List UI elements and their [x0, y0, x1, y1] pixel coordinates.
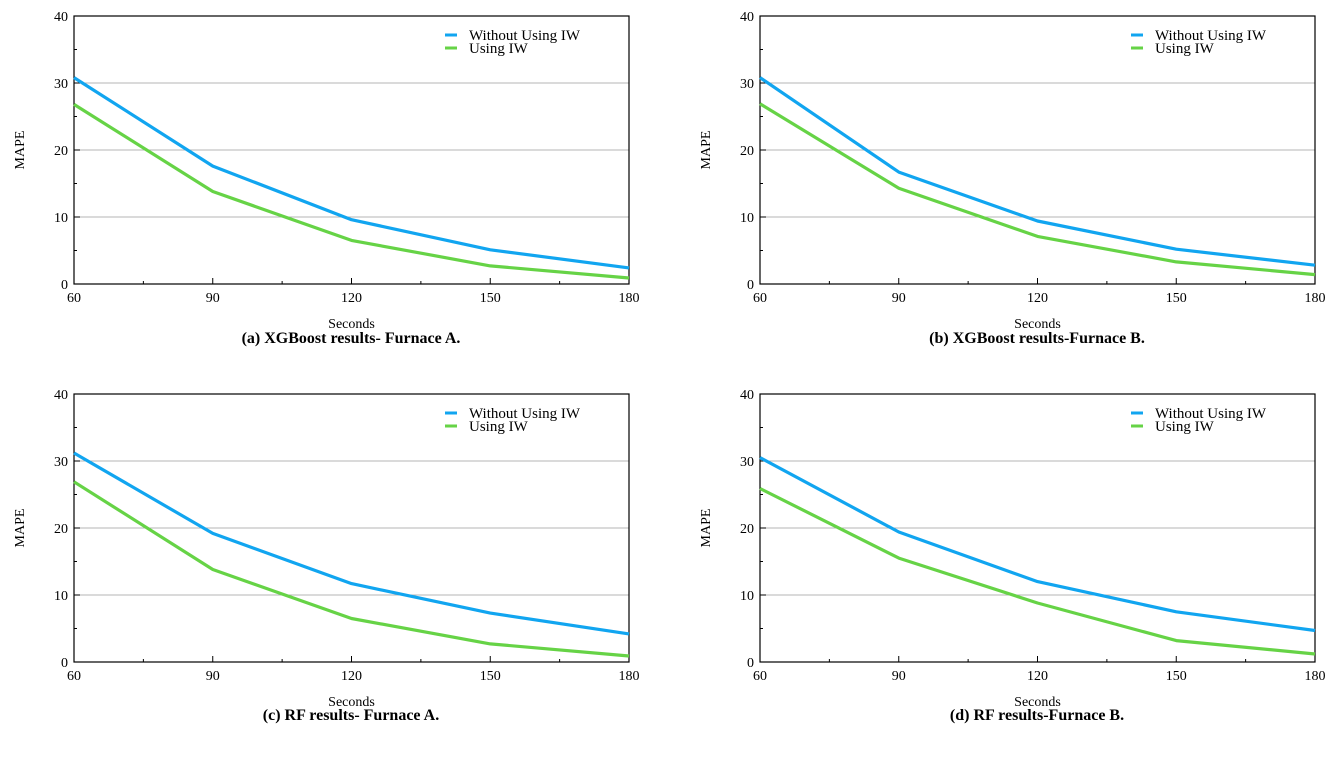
x-tick-label: 120: [1027, 291, 1048, 306]
chart-panel-3: 0 10 20 30 40 60 90 120 150 180 Seconds MAPE Without…: [13, 388, 640, 724]
chart-panel-4: 0 10 20 30 40 60 90 120 150 180 Seconds MAPE Without…: [699, 388, 1326, 724]
series-line-without-iw: [73, 451, 630, 636]
legend-label: Using IW: [469, 419, 529, 435]
x-tick-label: 60: [753, 291, 767, 306]
y-tick-label: 30: [54, 77, 68, 92]
legend-label: Without Using IW: [1155, 28, 1267, 44]
x-axis-label: Seconds: [1014, 695, 1061, 710]
series-line-using-iw: [759, 102, 1316, 277]
x-axis-label: Seconds: [1014, 317, 1061, 332]
y-tick-label: 10: [54, 211, 68, 226]
y-axis-label: MAPE: [13, 131, 28, 170]
y-tick-label: 0: [61, 278, 68, 293]
x-tick-label: 60: [753, 669, 767, 684]
y-tick-label: 30: [740, 455, 754, 470]
x-tick-label: 180: [1305, 291, 1326, 306]
y-tick-label: 40: [54, 10, 68, 25]
y-tick-label: 0: [61, 656, 68, 671]
legend-label: Using IW: [469, 41, 529, 57]
series-line-without-iw: [759, 76, 1316, 267]
y-tick-label: 20: [54, 522, 68, 537]
x-tick-label: 150: [480, 291, 501, 306]
chart-panel-1: 0 10 20 30 40 60 90 120 150 180 Seconds MAPE Without…: [13, 10, 640, 347]
y-tick-label: 30: [740, 77, 754, 92]
x-axis-label: Seconds: [328, 317, 375, 332]
y-tick-label: 0: [747, 278, 754, 293]
y-tick-label: 40: [54, 388, 68, 403]
x-tick-label: 150: [480, 669, 501, 684]
y-tick-label: 10: [54, 589, 68, 604]
y-tick-label: 20: [740, 144, 754, 159]
panel-caption: (a) XGBoost results- Furnace A.: [242, 330, 461, 347]
x-tick-label: 90: [892, 669, 906, 684]
x-tick-label: 120: [341, 669, 362, 684]
panel-caption: (b) XGBoost results-Furnace B.: [929, 330, 1145, 347]
x-axis-label: Seconds: [328, 695, 375, 710]
x-tick-label: 60: [67, 669, 81, 684]
legend-label: Using IW: [1155, 419, 1215, 435]
series-line-without-iw: [73, 76, 630, 270]
legend-label: Using IW: [1155, 41, 1215, 57]
x-tick-label: 60: [67, 291, 81, 306]
y-tick-label: 40: [740, 10, 754, 25]
x-tick-label: 150: [1166, 669, 1187, 684]
y-axis-label: MAPE: [13, 509, 28, 548]
legend-label: Without Using IW: [469, 406, 581, 422]
x-tick-label: 180: [619, 669, 640, 684]
x-tick-label: 90: [206, 291, 220, 306]
chart-panel-2: 0 10 20 30 40 60 90 120 150 180 Seconds MAPE Without…: [699, 10, 1326, 347]
panel-caption: (c) RF results- Furnace A.: [263, 707, 439, 724]
y-tick-label: 0: [747, 656, 754, 671]
panel-caption: (d) RF results-Furnace B.: [950, 707, 1124, 724]
legend-label: Without Using IW: [1155, 406, 1267, 422]
y-tick-label: 20: [54, 144, 68, 159]
legend-label: Without Using IW: [469, 28, 581, 44]
y-tick-label: 10: [740, 211, 754, 226]
y-tick-label: 40: [740, 388, 754, 403]
y-axis-label: MAPE: [699, 509, 714, 548]
y-tick-label: 10: [740, 589, 754, 604]
x-tick-label: 120: [1027, 669, 1048, 684]
x-tick-label: 120: [341, 291, 362, 306]
series-line-using-iw: [73, 103, 630, 280]
y-tick-label: 30: [54, 455, 68, 470]
x-tick-label: 150: [1166, 291, 1187, 306]
y-tick-label: 20: [740, 522, 754, 537]
x-tick-label: 180: [1305, 669, 1326, 684]
x-tick-label: 90: [206, 669, 220, 684]
series-line-without-iw: [759, 456, 1316, 633]
y-axis-label: MAPE: [699, 131, 714, 170]
x-tick-label: 90: [892, 291, 906, 306]
series-line-using-iw: [73, 480, 630, 658]
x-tick-label: 180: [619, 291, 640, 306]
series-line-using-iw: [759, 487, 1316, 656]
